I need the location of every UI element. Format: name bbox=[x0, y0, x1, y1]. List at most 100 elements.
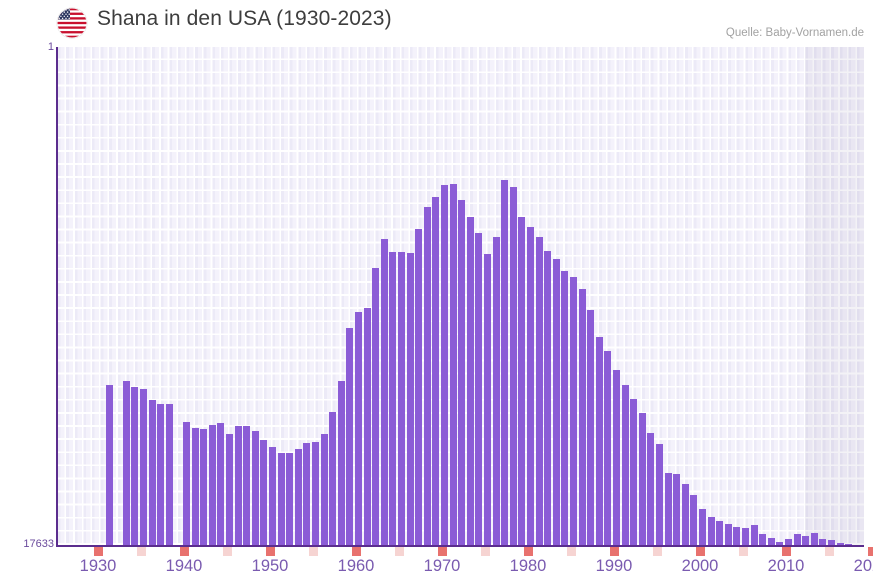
x-axis-tick-mark-1980 bbox=[524, 547, 533, 556]
bar-2020[interactable] bbox=[827, 540, 835, 545]
bar-1959[interactable] bbox=[303, 443, 311, 545]
bar-1941[interactable] bbox=[148, 400, 156, 545]
bar-1943[interactable] bbox=[165, 404, 173, 545]
x-axis-tick-label-1970: 1970 bbox=[423, 557, 461, 575]
bar-1952[interactable] bbox=[243, 426, 251, 545]
bar-2016[interactable] bbox=[793, 534, 801, 545]
x-axis-tick-mark-1990 bbox=[610, 547, 619, 556]
bar-1956[interactable] bbox=[277, 453, 285, 545]
bar-1991[interactable] bbox=[578, 289, 586, 545]
bar-1946[interactable] bbox=[191, 428, 199, 545]
x-axis-minor-tick-6 bbox=[653, 547, 662, 556]
bar-2003[interactable] bbox=[681, 484, 689, 545]
bar-1992[interactable] bbox=[587, 310, 595, 545]
bar-1978[interactable] bbox=[466, 217, 474, 545]
bar-1966[interactable] bbox=[363, 308, 371, 545]
bar-1961[interactable] bbox=[320, 434, 328, 545]
bar-1988[interactable] bbox=[552, 259, 560, 545]
bar-1973[interactable] bbox=[423, 207, 431, 545]
bar-1955[interactable] bbox=[268, 447, 276, 545]
x-axis-tick-label-1990: 1990 bbox=[595, 557, 633, 575]
bar-1993[interactable] bbox=[595, 337, 603, 545]
bar-2002[interactable] bbox=[673, 474, 681, 545]
bar-1936[interactable] bbox=[105, 385, 113, 545]
bar-1954[interactable] bbox=[260, 440, 268, 545]
bar-1949[interactable] bbox=[217, 423, 225, 545]
bar-2022[interactable] bbox=[845, 544, 853, 545]
bar-1942[interactable] bbox=[157, 404, 165, 545]
bar-series-platz bbox=[56, 47, 864, 545]
bar-2008[interactable] bbox=[724, 524, 732, 545]
bar-2017[interactable] bbox=[802, 536, 810, 545]
x-axis-minor-tick-8 bbox=[825, 547, 834, 556]
bar-1985[interactable] bbox=[526, 227, 534, 545]
bar-2011[interactable] bbox=[750, 525, 758, 545]
x-axis-minor-tick-4 bbox=[481, 547, 490, 556]
x-axis-minor-tick-2 bbox=[309, 547, 318, 556]
bar-1971[interactable] bbox=[406, 253, 414, 545]
x-axis-tick-label-1980: 1980 bbox=[509, 557, 547, 575]
bar-1983[interactable] bbox=[509, 187, 517, 545]
x-axis-tick-label-1950: 1950 bbox=[251, 557, 289, 575]
bar-2006[interactable] bbox=[707, 517, 715, 545]
bar-1938[interactable] bbox=[122, 381, 130, 545]
x-axis-tick-mark-2010 bbox=[782, 547, 791, 556]
bar-1972[interactable] bbox=[415, 229, 423, 545]
bar-2019[interactable] bbox=[819, 539, 827, 545]
bar-2010[interactable] bbox=[741, 528, 749, 545]
bar-1939[interactable] bbox=[131, 387, 139, 545]
bar-2018[interactable] bbox=[810, 533, 818, 545]
bar-1981[interactable] bbox=[492, 237, 500, 545]
bar-2012[interactable] bbox=[759, 534, 767, 545]
bar-1968[interactable] bbox=[380, 239, 388, 545]
bar-1982[interactable] bbox=[501, 180, 509, 545]
bar-1969[interactable] bbox=[389, 252, 397, 545]
bar-2015[interactable] bbox=[784, 539, 792, 545]
bar-1947[interactable] bbox=[200, 429, 208, 545]
bar-1940[interactable] bbox=[139, 389, 147, 545]
bar-1958[interactable] bbox=[294, 449, 302, 545]
bar-1963[interactable] bbox=[337, 381, 345, 545]
bar-1980[interactable] bbox=[483, 254, 491, 545]
bar-1948[interactable] bbox=[208, 425, 216, 545]
bar-1967[interactable] bbox=[372, 268, 380, 545]
bar-1950[interactable] bbox=[225, 434, 233, 545]
bar-1996[interactable] bbox=[621, 385, 629, 545]
x-axis-tick-mark-1940 bbox=[180, 547, 189, 556]
bar-1998[interactable] bbox=[638, 413, 646, 545]
bar-1974[interactable] bbox=[432, 197, 440, 545]
bar-1977[interactable] bbox=[458, 200, 466, 545]
bar-1990[interactable] bbox=[569, 277, 577, 545]
bar-2013[interactable] bbox=[767, 538, 775, 545]
bar-1976[interactable] bbox=[449, 184, 457, 545]
bar-1951[interactable] bbox=[234, 426, 242, 545]
bar-1999[interactable] bbox=[647, 433, 655, 545]
bar-1987[interactable] bbox=[544, 251, 552, 545]
bar-1960[interactable] bbox=[311, 442, 319, 545]
bar-2021[interactable] bbox=[836, 543, 844, 545]
bar-1995[interactable] bbox=[612, 370, 620, 545]
bar-1953[interactable] bbox=[251, 431, 259, 545]
bar-2009[interactable] bbox=[733, 527, 741, 545]
bar-2005[interactable] bbox=[698, 509, 706, 545]
bar-2014[interactable] bbox=[776, 542, 784, 545]
bar-1989[interactable] bbox=[561, 271, 569, 545]
bar-1962[interactable] bbox=[329, 412, 337, 545]
bar-1957[interactable] bbox=[286, 453, 294, 545]
bar-1945[interactable] bbox=[182, 422, 190, 545]
bar-2000[interactable] bbox=[655, 444, 663, 545]
bar-1979[interactable] bbox=[475, 233, 483, 545]
bar-1997[interactable] bbox=[630, 399, 638, 545]
bar-1994[interactable] bbox=[604, 351, 612, 545]
bar-1970[interactable] bbox=[397, 252, 405, 545]
bar-1964[interactable] bbox=[346, 328, 354, 545]
x-axis-minor-tick-0 bbox=[137, 547, 146, 556]
bar-1975[interactable] bbox=[440, 185, 448, 545]
bar-1986[interactable] bbox=[535, 237, 543, 545]
x-axis-tick-mark-2020 bbox=[868, 547, 873, 556]
bar-1984[interactable] bbox=[518, 217, 526, 545]
bar-2004[interactable] bbox=[690, 495, 698, 545]
bar-1965[interactable] bbox=[354, 312, 362, 545]
bar-2001[interactable] bbox=[664, 473, 672, 545]
bar-2007[interactable] bbox=[716, 521, 724, 545]
